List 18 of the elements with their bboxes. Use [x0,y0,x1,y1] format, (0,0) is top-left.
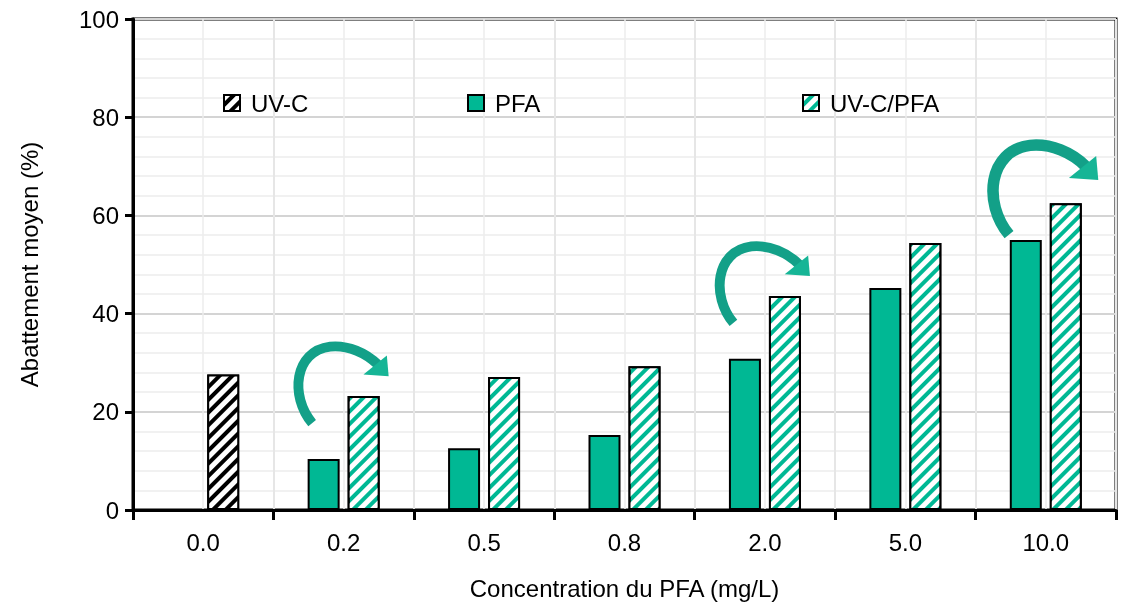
x-tick-label: 0.8 [607,528,642,556]
x-tick-label: 0.2 [326,528,361,556]
y-tick-label: 60 [92,201,119,229]
legend-label: UV-C [251,89,309,117]
y-axis-title: Abattement moyen (%) [15,141,43,388]
y-tick-label: 20 [92,398,119,426]
legend-label: PFA [495,89,541,117]
x-tick-label: 2.0 [748,528,782,556]
x-axis-title: Concentration du PFA (mg/L) [469,574,780,602]
x-tick-label: 0.5 [467,528,501,556]
x-tick-label: 10.0 [1022,528,1070,556]
x-tick-label: 5.0 [888,528,923,556]
y-tick-label: 100 [78,5,119,33]
x-tick-label: 0.0 [186,528,220,556]
y-tick-label: 80 [92,103,119,131]
legend-label: UV-C/PFA [830,89,940,117]
y-tick-label: 40 [92,300,119,328]
y-tick-label: 0 [105,496,119,524]
